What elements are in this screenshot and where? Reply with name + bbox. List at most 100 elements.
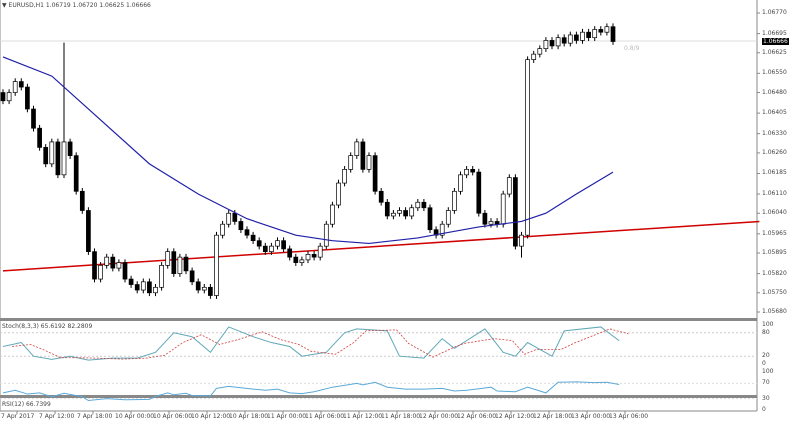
- time-tick-label: 12 Apr 18:00: [533, 413, 573, 420]
- bear-candle: [262, 245, 268, 252]
- bear-candle: [18, 81, 24, 88]
- time-tick-label: 12 Apr 00:00: [419, 413, 459, 420]
- bull-candle: [49, 141, 55, 165]
- price-tick-label: 1.06480: [762, 88, 787, 96]
- time-tick-label: 13 Apr 00:00: [571, 413, 611, 420]
- bear-candle: [122, 262, 128, 280]
- bull-candle: [61, 141, 67, 176]
- time-tick-label: 13 Apr 06:00: [609, 413, 649, 420]
- bull-candle: [323, 223, 329, 247]
- bear-candle: [79, 190, 85, 211]
- bull-candle: [397, 210, 402, 214]
- bear-candle: [561, 37, 567, 44]
- bull-candle: [140, 281, 146, 291]
- bull-candle: [500, 193, 506, 225]
- bull-candle: [592, 29, 598, 39]
- bull-candle: [580, 31, 585, 41]
- dropdown-triangle-icon[interactable]: ▼: [2, 2, 7, 9]
- time-tick-label: 10 Apr 00:00: [115, 413, 155, 420]
- bear-candle: [171, 251, 177, 274]
- bull-candle: [391, 212, 396, 217]
- bear-candle: [482, 212, 488, 225]
- bull-candle: [98, 265, 103, 280]
- bull-candle: [317, 245, 323, 258]
- bear-candle: [476, 171, 482, 214]
- bull-candle: [604, 26, 610, 33]
- bull-candle: [116, 262, 122, 269]
- time-tick-label: 10 Apr 18:00: [229, 413, 269, 420]
- bear-candle: [183, 256, 189, 272]
- bear-candle: [384, 201, 390, 217]
- price-tick-label: 1.06260: [762, 148, 787, 156]
- price-tick-label: 1.06185: [762, 169, 787, 177]
- bear-candle: [372, 155, 378, 192]
- bear-candle: [378, 190, 384, 203]
- spread-tag: 0.8/9: [624, 45, 640, 52]
- bear-candle: [281, 240, 286, 250]
- bear-candle: [189, 270, 195, 283]
- bear-candle: [494, 221, 500, 225]
- bull-candle: [330, 204, 335, 225]
- bull-candle: [299, 259, 305, 263]
- bull-candle: [104, 256, 110, 266]
- price-tick-label: 1.05750: [762, 288, 787, 296]
- bear-candle: [421, 201, 427, 209]
- stoch-signal-line: [12, 328, 629, 360]
- bear-candle: [574, 34, 579, 41]
- bull-candle: [458, 174, 463, 192]
- bear-candle: [287, 248, 293, 258]
- bear-candle: [128, 278, 134, 285]
- rsi-level-label: 70: [762, 379, 770, 387]
- time-tick-label: 11 Apr 00:00: [267, 413, 307, 420]
- bull-candle: [6, 92, 12, 102]
- bear-candle: [73, 155, 79, 192]
- bear-candle: [610, 26, 616, 42]
- bear-candle: [232, 212, 238, 222]
- bear-candle: [403, 210, 408, 217]
- bull-candle: [214, 234, 219, 296]
- stoch-level-label: 0: [762, 360, 766, 367]
- bear-candle: [43, 147, 49, 165]
- price-tick-label: 1.05965: [762, 229, 787, 237]
- rsi-level-label: 30: [762, 394, 770, 402]
- bull-candle: [220, 223, 225, 236]
- bull-candle: [159, 265, 164, 288]
- bear-candle: [311, 254, 317, 258]
- ohlc-readout: 1.06719 1.06720 1.06625 1.06666: [45, 2, 151, 9]
- bull-candle: [348, 155, 354, 170]
- symbol-label: EURUSD,H1: [8, 2, 44, 9]
- bull-candle: [165, 251, 171, 266]
- stoch-level-label: 100: [762, 321, 774, 328]
- bull-candle: [488, 221, 494, 225]
- moving-average-line: [2, 56, 614, 245]
- bear-candle: [31, 108, 36, 129]
- bull-candle: [201, 286, 207, 291]
- bear-candle: [25, 86, 30, 110]
- bear-candle: [92, 251, 97, 280]
- bear-candle: [598, 29, 604, 33]
- bull-candle: [555, 37, 561, 47]
- time-tick-label: 11 Apr 06:00: [305, 413, 345, 420]
- stoch-main-line: [2, 326, 620, 361]
- pane-separator: [0, 395, 757, 398]
- time-tick-label: 7 Apr 2017: [1, 413, 35, 420]
- bull-candle: [531, 53, 537, 60]
- time-tick-label: 10 Apr 06:00: [153, 413, 193, 420]
- bear-candle: [134, 284, 140, 291]
- time-tick-label: 7 Apr 12:00: [39, 413, 75, 420]
- bear-candle: [37, 127, 42, 148]
- price-tick-label: 1.05820: [762, 269, 787, 277]
- bear-candle: [67, 141, 73, 156]
- time-tick-label: 12 Apr 06:00: [457, 413, 497, 420]
- price-tick-label: 1.06110: [762, 190, 787, 198]
- bear-candle: [244, 229, 250, 236]
- bull-candle: [336, 182, 341, 206]
- time-tick-label: 7 Apr 18:00: [77, 413, 113, 420]
- bull-candle: [567, 34, 573, 44]
- rsi-label: RSI(12) 66.7399: [2, 401, 51, 408]
- bear-candle: [586, 31, 591, 39]
- bull-candle: [275, 240, 280, 247]
- stoch-label: Stoch(8,3,3) 65.6192 82.2809: [2, 323, 93, 330]
- rsi-level-label: 100: [762, 368, 774, 375]
